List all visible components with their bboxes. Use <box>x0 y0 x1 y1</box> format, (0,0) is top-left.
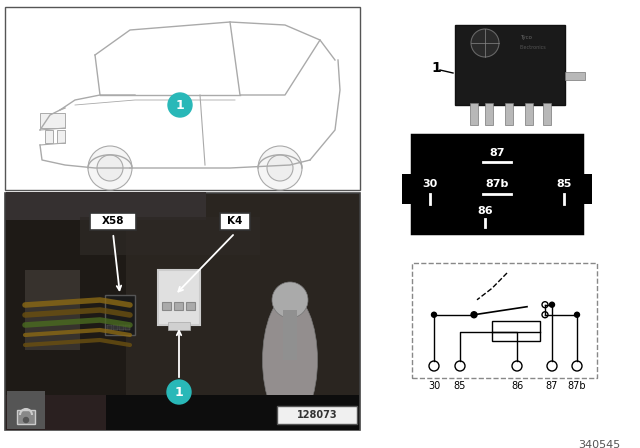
Text: 87b: 87b <box>485 179 509 189</box>
Bar <box>6 395 359 430</box>
Bar <box>6 395 106 430</box>
Text: K4: K4 <box>227 216 243 226</box>
Bar <box>45 130 53 143</box>
Bar <box>543 103 551 125</box>
Ellipse shape <box>262 295 317 425</box>
Circle shape <box>167 380 191 404</box>
Bar <box>113 325 118 330</box>
Circle shape <box>542 312 548 318</box>
Circle shape <box>88 146 132 190</box>
Circle shape <box>429 361 439 371</box>
Bar <box>174 302 183 310</box>
Bar <box>40 113 65 128</box>
Bar <box>158 270 200 325</box>
Bar <box>485 103 493 125</box>
Circle shape <box>267 155 293 181</box>
Circle shape <box>547 361 557 371</box>
Bar <box>25 270 80 350</box>
Bar <box>105 295 135 335</box>
Circle shape <box>455 361 465 371</box>
Bar <box>5 7 360 190</box>
Text: 1: 1 <box>175 385 184 399</box>
Circle shape <box>542 302 548 308</box>
Bar <box>5 193 360 430</box>
Text: 86: 86 <box>477 207 493 216</box>
Bar <box>412 135 582 233</box>
Circle shape <box>572 361 582 371</box>
Circle shape <box>168 93 192 117</box>
Bar <box>168 322 190 330</box>
Bar <box>565 72 585 80</box>
Bar <box>6 192 206 220</box>
Text: 85: 85 <box>556 179 572 189</box>
Bar <box>402 174 415 203</box>
Bar <box>283 310 297 360</box>
Text: 1: 1 <box>431 61 441 75</box>
Bar <box>470 103 478 125</box>
Text: 87: 87 <box>546 381 558 391</box>
Bar <box>186 302 195 310</box>
Bar <box>162 302 171 310</box>
Bar <box>6 194 359 429</box>
Bar <box>6 194 126 429</box>
Bar <box>220 213 250 230</box>
Bar <box>90 213 136 230</box>
Text: 87b: 87b <box>568 381 586 391</box>
Circle shape <box>97 155 123 181</box>
Bar <box>7 391 45 429</box>
Bar <box>412 263 597 378</box>
Text: 87: 87 <box>489 148 505 158</box>
Text: 1: 1 <box>175 99 184 112</box>
Bar <box>579 174 592 203</box>
Text: Tyco: Tyco <box>520 34 532 39</box>
Circle shape <box>471 312 477 318</box>
Text: 86: 86 <box>511 381 523 391</box>
Bar <box>125 325 130 330</box>
Bar <box>119 325 124 330</box>
Bar <box>80 217 260 255</box>
Bar <box>525 103 533 125</box>
Circle shape <box>272 282 308 318</box>
Text: Electronics: Electronics <box>520 44 547 49</box>
Circle shape <box>24 418 29 422</box>
Text: 340545: 340545 <box>578 440 620 448</box>
Bar <box>277 406 357 424</box>
Bar <box>107 325 112 330</box>
Circle shape <box>258 146 302 190</box>
Circle shape <box>550 302 554 307</box>
Text: 85: 85 <box>454 381 466 391</box>
Bar <box>455 25 565 105</box>
Text: 30: 30 <box>428 381 440 391</box>
Bar <box>492 321 540 341</box>
Text: 128073: 128073 <box>297 410 337 420</box>
Circle shape <box>575 312 579 317</box>
Text: X58: X58 <box>102 216 124 226</box>
Bar <box>57 130 65 143</box>
Bar <box>17 410 35 424</box>
Circle shape <box>431 312 436 317</box>
Circle shape <box>512 361 522 371</box>
Circle shape <box>471 29 499 57</box>
Text: 30: 30 <box>422 179 438 189</box>
Bar <box>505 103 513 125</box>
